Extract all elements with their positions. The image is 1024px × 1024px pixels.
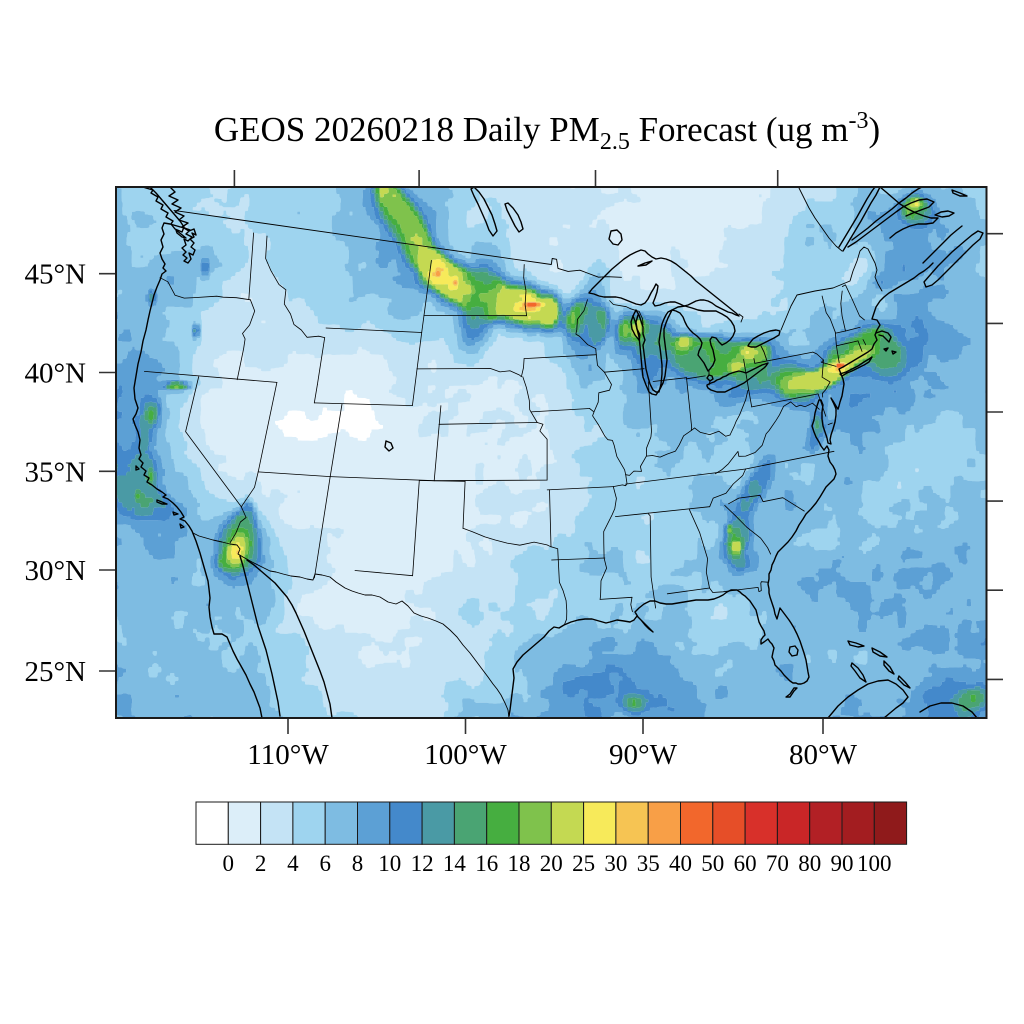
svg-text:100: 100 bbox=[857, 851, 892, 876]
svg-text:35: 35 bbox=[637, 851, 660, 876]
svg-text:14: 14 bbox=[443, 851, 467, 876]
svg-text:110°W: 110°W bbox=[247, 739, 329, 771]
svg-text:45°N: 45°N bbox=[24, 259, 86, 291]
svg-text:16: 16 bbox=[475, 851, 498, 876]
svg-text:80°W: 80°W bbox=[789, 739, 858, 771]
svg-text:12: 12 bbox=[411, 851, 434, 876]
svg-text:40: 40 bbox=[669, 851, 692, 876]
svg-text:60: 60 bbox=[734, 851, 757, 876]
svg-text:18: 18 bbox=[508, 851, 531, 876]
svg-text:8: 8 bbox=[352, 851, 364, 876]
svg-text:25°N: 25°N bbox=[24, 656, 86, 688]
svg-text:70: 70 bbox=[766, 851, 789, 876]
svg-text:10: 10 bbox=[378, 851, 401, 876]
svg-text:40°N: 40°N bbox=[24, 358, 86, 390]
svg-text:90°W: 90°W bbox=[609, 739, 678, 771]
svg-text:GEOS 20260218 Daily PM2.5 Fore: GEOS 20260218 Daily PM2.5 Forecast (ug m… bbox=[214, 108, 880, 155]
svg-text:80: 80 bbox=[798, 851, 821, 876]
svg-text:50: 50 bbox=[701, 851, 724, 876]
svg-text:90: 90 bbox=[831, 851, 854, 876]
svg-text:20: 20 bbox=[540, 851, 563, 876]
svg-text:30: 30 bbox=[604, 851, 627, 876]
svg-text:100°W: 100°W bbox=[424, 739, 507, 771]
svg-text:2: 2 bbox=[255, 851, 267, 876]
svg-text:30°N: 30°N bbox=[24, 555, 86, 587]
svg-text:25: 25 bbox=[572, 851, 595, 876]
svg-text:35°N: 35°N bbox=[24, 456, 86, 488]
svg-text:6: 6 bbox=[319, 851, 331, 876]
svg-text:0: 0 bbox=[223, 851, 235, 876]
svg-text:4: 4 bbox=[287, 851, 299, 876]
